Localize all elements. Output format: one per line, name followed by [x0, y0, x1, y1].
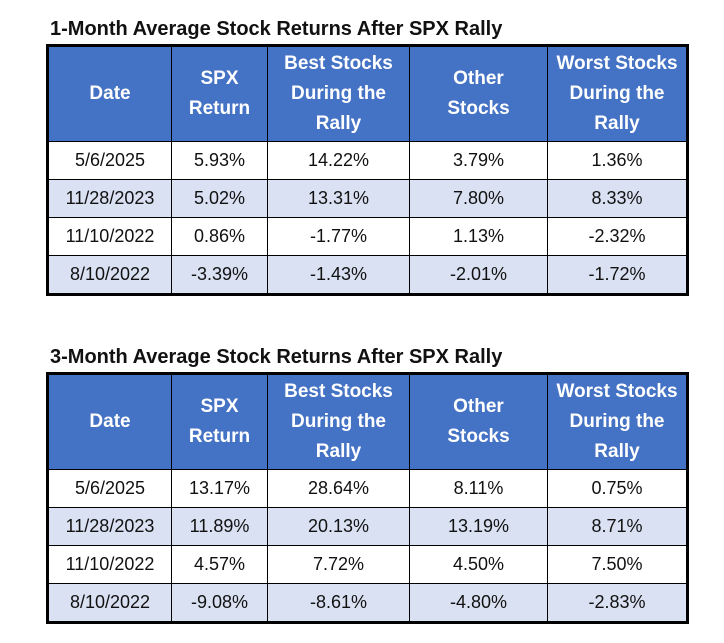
- table-row: 5/6/2025 13.17% 28.64% 8.11% 0.75%: [47, 469, 688, 508]
- column-header: SPX Return: [171, 45, 268, 142]
- column-header-line: Best Stocks: [284, 53, 393, 74]
- value-cell: 5.02%: [171, 179, 268, 218]
- column-header: Date: [47, 45, 172, 142]
- column-header: Worst Stocks During the Rally: [547, 373, 688, 470]
- value-cell: -1.43%: [267, 255, 410, 295]
- value-cell: 5.93%: [171, 141, 268, 180]
- value-cell: 13.19%: [409, 507, 548, 546]
- value-cell: -1.72%: [547, 255, 688, 295]
- column-header: Best Stocks During the Rally: [267, 373, 410, 470]
- value-cell: 7.72%: [267, 545, 410, 584]
- value-cell: 8.71%: [547, 507, 688, 546]
- header-row: Date SPX Return Best Stocks During the Rally O…: [47, 373, 688, 470]
- value-cell: -2.83%: [547, 583, 688, 623]
- date-cell: 11/10/2022: [47, 545, 172, 584]
- value-cell: 4.57%: [171, 545, 268, 584]
- value-cell: 0.86%: [171, 217, 268, 256]
- value-cell: -1.77%: [267, 217, 410, 256]
- value-cell: -3.39%: [171, 255, 268, 295]
- value-cell: 8.33%: [547, 179, 688, 218]
- value-cell: -9.08%: [171, 583, 268, 623]
- column-header-line: Rally: [315, 113, 362, 134]
- date-cell: 8/10/2022: [47, 583, 172, 623]
- date-cell: 5/6/2025: [47, 469, 172, 508]
- value-cell: 1.36%: [547, 141, 688, 180]
- table-row: 11/28/2023 5.02% 13.31% 7.80% 8.33%: [47, 179, 688, 218]
- column-header-line: Worst Stocks: [556, 381, 678, 402]
- column-header-line: Return: [188, 98, 251, 119]
- column-header-line: Other: [453, 396, 504, 417]
- column-header-line: During the: [291, 83, 386, 104]
- column-header-line: Rally: [315, 441, 362, 462]
- value-cell: 3.79%: [409, 141, 548, 180]
- table-title: 1-Month Average Stock Returns After SPX …: [50, 18, 503, 40]
- table-row: 8/10/2022 -9.08% -8.61% -4.80% -2.83%: [47, 583, 688, 623]
- table-row: 5/6/2025 5.93% 14.22% 3.79% 1.36%: [47, 141, 688, 180]
- column-header-line: SPX: [200, 396, 239, 417]
- returns-table-1-month: Date SPX Return Best Stocks During the Rally O…: [46, 44, 689, 296]
- column-header-line: Date: [89, 83, 131, 104]
- value-cell: 14.22%: [267, 141, 410, 180]
- table-row: 11/10/2022 0.86% -1.77% 1.13% -2.32%: [47, 217, 688, 256]
- table-row: 8/10/2022 -3.39% -1.43% -2.01% -1.72%: [47, 255, 688, 295]
- column-header-line: Worst Stocks: [556, 53, 678, 74]
- value-cell: -8.61%: [267, 583, 410, 623]
- column-header: Other Stocks: [409, 45, 548, 142]
- column-header: SPX Return: [171, 373, 268, 470]
- date-cell: 5/6/2025: [47, 141, 172, 180]
- column-header-line: Date: [89, 411, 131, 432]
- column-header: Other Stocks: [409, 373, 548, 470]
- date-cell: 8/10/2022: [47, 255, 172, 295]
- date-cell: 11/28/2023: [47, 507, 172, 546]
- column-header-line: During the: [569, 411, 665, 432]
- column-header-line: Other: [453, 68, 504, 89]
- column-header-line: Best Stocks: [284, 381, 393, 402]
- value-cell: 11.89%: [171, 507, 268, 546]
- value-cell: 20.13%: [267, 507, 410, 546]
- value-cell: 28.64%: [267, 469, 410, 508]
- table-row: 11/28/2023 11.89% 20.13% 13.19% 8.71%: [47, 507, 688, 546]
- column-header: Date: [47, 373, 172, 470]
- column-header: Worst Stocks During the Rally: [547, 45, 688, 142]
- value-cell: 8.11%: [409, 469, 548, 508]
- table-row: 11/10/2022 4.57% 7.72% 4.50% 7.50%: [47, 545, 688, 584]
- value-cell: 13.17%: [171, 469, 268, 508]
- value-cell: 4.50%: [409, 545, 548, 584]
- column-header-line: During the: [569, 83, 665, 104]
- column-header-line: Stocks: [447, 426, 510, 447]
- value-cell: 7.80%: [409, 179, 548, 218]
- value-cell: 1.13%: [409, 217, 548, 256]
- value-cell: -2.01%: [409, 255, 548, 295]
- column-header-line: Rally: [594, 113, 640, 134]
- value-cell: 13.31%: [267, 179, 410, 218]
- table-section-3-month: 3-Month Average Stock Returns After SPX …: [46, 342, 689, 624]
- returns-table-3-month: Date SPX Return Best Stocks During the Rally O…: [46, 372, 689, 624]
- date-cell: 11/28/2023: [47, 179, 172, 218]
- value-cell: 7.50%: [547, 545, 688, 584]
- column-header-line: During the: [291, 411, 386, 432]
- column-header-line: Stocks: [447, 98, 510, 119]
- column-header-line: SPX: [200, 68, 239, 89]
- value-cell: -4.80%: [409, 583, 548, 623]
- header-row: Date SPX Return Best Stocks During the Rally O…: [47, 45, 688, 142]
- date-cell: 11/10/2022: [47, 217, 172, 256]
- column-header-line: Return: [188, 426, 251, 447]
- value-cell: 0.75%: [547, 469, 688, 508]
- table-section-1-month: 1-Month Average Stock Returns After SPX …: [46, 14, 689, 296]
- value-cell: -2.32%: [547, 217, 688, 256]
- column-header-line: Rally: [594, 441, 640, 462]
- table-title: 3-Month Average Stock Returns After SPX …: [50, 346, 503, 368]
- column-header: Best Stocks During the Rally: [267, 45, 410, 142]
